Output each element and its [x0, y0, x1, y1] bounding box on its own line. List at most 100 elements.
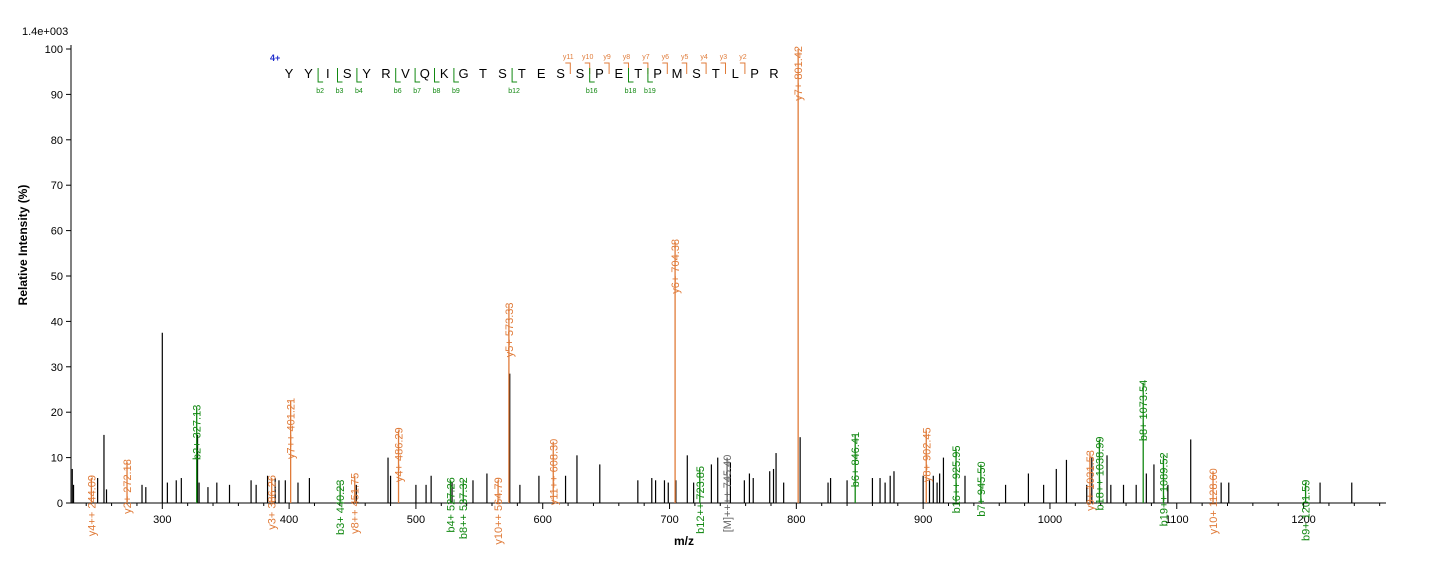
- sequence-residue: S: [556, 66, 565, 81]
- y-tick-label: 20: [51, 407, 63, 419]
- peak-label: b18++ 1038.99: [1094, 436, 1106, 510]
- y-ion-bracket: [584, 62, 591, 74]
- b-ion-bracket: [511, 68, 518, 83]
- b-ion-label: b4: [355, 88, 363, 95]
- x-tick-label: 900: [914, 514, 932, 526]
- peak-label: b9+ 1201.59: [1301, 480, 1313, 541]
- x-tick-label: 700: [660, 514, 678, 526]
- peak-label: y8++ 451.75: [350, 473, 362, 534]
- x-tick-label: 500: [407, 514, 425, 526]
- peak-label: y2+ 272.18: [122, 459, 134, 514]
- sequence-residue: E: [537, 66, 546, 81]
- peak-label: y10+ 1128.60: [1208, 468, 1220, 534]
- sequence-residue: R: [381, 66, 390, 81]
- b-ion-label: b7: [413, 88, 421, 95]
- sequence-residue: T: [479, 66, 487, 81]
- b-ion-label: b8: [433, 88, 441, 95]
- charge-state: 4+: [270, 53, 280, 63]
- sequence-residue: E: [614, 66, 623, 81]
- peak-label: b4+ 527.26: [445, 477, 457, 532]
- sequence-residue: S: [576, 66, 585, 81]
- y-ion-label: y4: [700, 54, 708, 61]
- b-ion-bracket: [453, 68, 459, 83]
- peak-label: y7+ 801.42: [793, 46, 805, 101]
- x-tick-label: 1100: [1165, 514, 1189, 526]
- peak-label: b2+ 327.13: [192, 405, 204, 460]
- b-ion-bracket: [337, 68, 343, 83]
- y-ion-label: y2: [739, 54, 747, 61]
- sequence-residue: T: [634, 66, 642, 81]
- peak-label: y7++ 401.21: [286, 398, 298, 459]
- b-ion-label: b19: [644, 88, 656, 95]
- y-axis-title: Relative Intensity (%): [16, 185, 30, 306]
- peak-label: [M]++++ 745.40: [722, 455, 734, 533]
- sequence-residue: Y: [285, 66, 294, 81]
- peak-label: b8+ 1073.54: [1138, 380, 1150, 441]
- y-ion-label: y8: [623, 54, 631, 61]
- sequence-residue: M: [672, 66, 683, 81]
- peak-label: b8++ 537.32: [458, 477, 470, 539]
- y-ion-bracket: [720, 62, 726, 74]
- y-ion-bracket: [701, 62, 707, 74]
- y-tick-label: 50: [51, 271, 63, 283]
- b-ion-label: b2: [316, 88, 324, 95]
- b-ion-label: b3: [336, 88, 344, 95]
- sequence-residue: R: [769, 66, 778, 81]
- peak-label: y4+ 486.29: [394, 427, 406, 482]
- y-ion-bracket: [565, 62, 571, 74]
- sequence-residue: T: [518, 66, 526, 81]
- peak-label: y4++ 244.09: [86, 475, 98, 536]
- sequence-residue: T: [712, 66, 720, 81]
- peak-label: y10++ 564.79: [493, 477, 505, 544]
- y-tick-label: 70: [51, 180, 63, 192]
- y-tick-label: 30: [51, 362, 63, 374]
- x-tick-label: 400: [280, 514, 298, 526]
- peak-label: y11++ 608.30: [548, 439, 560, 505]
- y-ion-bracket: [739, 62, 746, 74]
- y-ion-bracket: [623, 62, 629, 74]
- sequence-residue: L: [732, 66, 739, 81]
- peak-label: b6+ 846.41: [850, 432, 862, 487]
- peak-label: b3+ 440.23: [335, 480, 347, 535]
- b-ion-bracket: [647, 68, 653, 83]
- b-ion-bracket: [434, 68, 440, 83]
- b-ion-label: b18: [625, 88, 637, 95]
- peak-label: y5+ 573.33: [504, 303, 516, 358]
- sequence-residue: V: [401, 66, 410, 81]
- axes: 0 10 20 30 40 50 60 70 80 90 100 300 400 500 600 700 800…: [45, 44, 1386, 526]
- sequence-residue: K: [440, 66, 449, 81]
- b-ion-bracket: [317, 68, 324, 83]
- y-ion-label: y7: [642, 54, 650, 61]
- b-ion-bracket: [414, 68, 421, 83]
- b-ion-label: b9: [452, 88, 460, 95]
- intensity-scale-label: 1.4e+003: [22, 26, 68, 38]
- b-ion-label: b16: [586, 88, 598, 95]
- y-tick-label: 80: [51, 135, 63, 147]
- y-tick-label: 10: [51, 453, 63, 465]
- peak-label: y9+ 1031.53: [1085, 450, 1097, 511]
- sequence-residue: S: [692, 66, 701, 81]
- sequence-residue: P: [653, 66, 662, 81]
- peak-label: y8+ 902.45: [921, 427, 933, 482]
- x-tick-label: 800: [787, 514, 805, 526]
- y-ion-bracket: [662, 62, 668, 74]
- y-ion-bracket: [681, 62, 688, 74]
- peak-label: y6+ 704.38: [670, 239, 682, 294]
- b-ion-label: b6: [394, 88, 402, 95]
- annotated-peaks: y4++ 244.09 y2+ 272.18 b2+ 327.13 y3+ 386.2…: [86, 46, 1312, 545]
- y-ion-bracket: [604, 62, 610, 74]
- y-tick-label: 100: [45, 44, 63, 56]
- y-ion-label: y9: [603, 54, 611, 61]
- y-ion-label: y3: [720, 54, 728, 61]
- sequence-residue: G: [459, 66, 469, 81]
- sequence-residue: Y: [362, 66, 371, 81]
- unmatched-peaks: [71, 332, 1353, 503]
- y-ion-bracket: [642, 62, 649, 74]
- x-tick-label: 1200: [1291, 514, 1315, 526]
- b-ion-bracket: [395, 68, 401, 83]
- x-axis-title: m/z: [674, 534, 694, 548]
- peak-label: b19++ 1089.52: [1158, 452, 1170, 526]
- peak-label: y3+ 386.26: [267, 475, 279, 530]
